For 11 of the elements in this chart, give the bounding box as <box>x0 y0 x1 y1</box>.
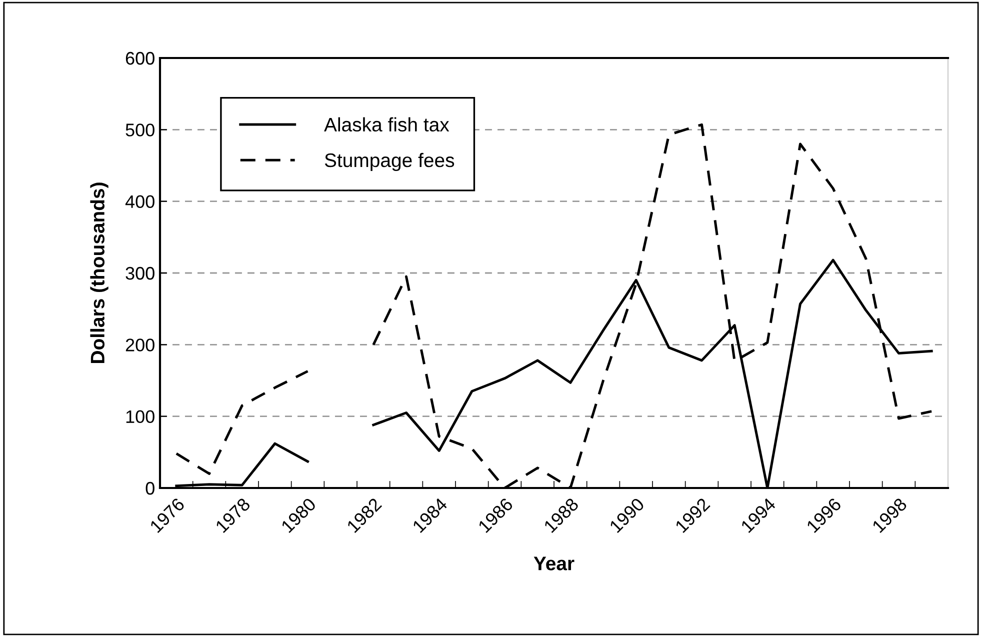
legend-label: Stumpage fees <box>324 152 454 172</box>
legend-label: Alaska fish tax <box>324 117 450 132</box>
x-axis-title: Year <box>534 556 574 570</box>
y-tick-label: 100 <box>126 410 154 424</box>
y-tick-label: 500 <box>126 124 154 136</box>
y-tick-label: 200 <box>126 338 154 352</box>
y-tick-label: 0 <box>146 482 154 495</box>
y-tick-label: 600 <box>126 52 154 65</box>
y-tick-label: 300 <box>126 266 154 280</box>
y-axis-title: Dollars (thousands) <box>90 182 108 363</box>
y-tick-label: 400 <box>125 195 154 208</box>
